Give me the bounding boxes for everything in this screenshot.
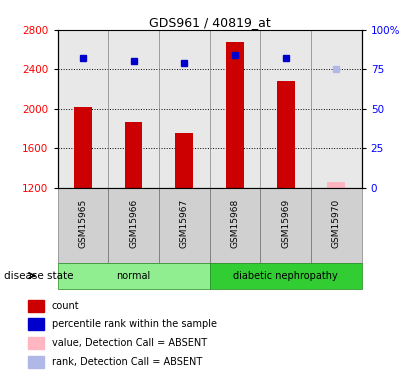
FancyBboxPatch shape [311, 188, 362, 262]
Text: percentile rank within the sample: percentile rank within the sample [52, 320, 217, 329]
FancyBboxPatch shape [58, 188, 108, 262]
Bar [74, 107, 92, 188]
Text: GSM15967: GSM15967 [180, 199, 189, 248]
Text: value, Detection Call = ABSENT: value, Detection Call = ABSENT [52, 338, 207, 348]
Bar [28, 337, 44, 349]
FancyBboxPatch shape [210, 262, 362, 289]
Bar [28, 318, 44, 330]
Text: disease state: disease state [4, 271, 74, 280]
Text: diabetic nephropathy: diabetic nephropathy [233, 271, 338, 280]
Text: GSM15966: GSM15966 [129, 199, 138, 248]
Text: GSM15965: GSM15965 [79, 199, 88, 248]
Bar [125, 122, 143, 188]
FancyBboxPatch shape [260, 188, 311, 262]
Bar [277, 81, 295, 188]
FancyBboxPatch shape [159, 188, 210, 262]
Title: GDS961 / 40819_at: GDS961 / 40819_at [149, 16, 270, 29]
Text: GSM15968: GSM15968 [231, 199, 240, 248]
Text: count: count [52, 301, 79, 310]
Bar [328, 182, 345, 188]
Bar [28, 356, 44, 368]
Bar [226, 42, 244, 188]
Bar [175, 134, 193, 188]
FancyBboxPatch shape [58, 262, 210, 289]
Text: GSM15970: GSM15970 [332, 199, 341, 248]
Text: normal: normal [116, 271, 151, 280]
FancyBboxPatch shape [108, 188, 159, 262]
Bar [28, 300, 44, 312]
Text: GSM15969: GSM15969 [281, 199, 290, 248]
Text: rank, Detection Call = ABSENT: rank, Detection Call = ABSENT [52, 357, 202, 367]
FancyBboxPatch shape [210, 188, 260, 262]
